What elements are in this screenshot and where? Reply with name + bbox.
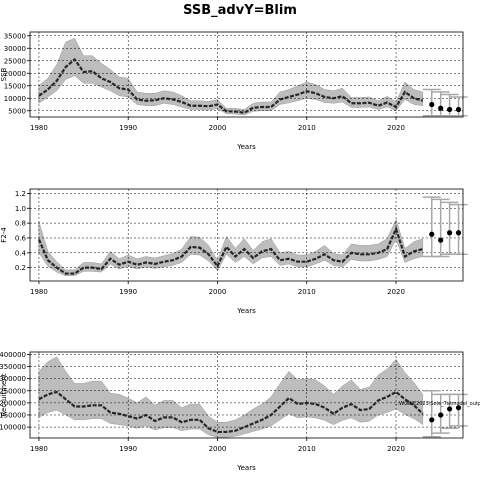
y-axis-label: SSB bbox=[0, 67, 8, 81]
projection-point bbox=[447, 230, 453, 236]
y-tick-label: 25000 bbox=[4, 57, 26, 65]
projection-point bbox=[455, 230, 462, 236]
x-tick-label: 2010 bbox=[298, 445, 316, 453]
plot-frame bbox=[29, 188, 464, 282]
y-axis-label: Recruitment bbox=[0, 373, 8, 416]
estimate-line bbox=[38, 390, 424, 434]
y-tick-label: 15000 bbox=[4, 82, 26, 90]
x-tick-label: 1980 bbox=[30, 445, 48, 453]
estimate-line bbox=[38, 57, 424, 114]
estimate-line bbox=[37, 225, 424, 275]
x-tick-label: 1990 bbox=[119, 124, 137, 132]
y-tick-label: 0.4 bbox=[15, 249, 27, 257]
projection-point bbox=[455, 106, 462, 113]
projection-point bbox=[447, 106, 453, 113]
y-tick-label: 100000 bbox=[0, 424, 26, 432]
y-tick-label: 200000 bbox=[0, 399, 26, 407]
x-tick-label: 1990 bbox=[119, 288, 137, 296]
panel-ssb: 1980 1990 2000 2010 2020 5000 10000 15000 20000 2… bbox=[0, 31, 468, 151]
x-tick-label: 2020 bbox=[387, 288, 405, 296]
x-tick-label: 1980 bbox=[30, 288, 48, 296]
x-tick-label: 2000 bbox=[209, 445, 227, 453]
confidence-band bbox=[38, 356, 424, 438]
file-path-annotation: ..WGBIE2023\Sole_7a\model_outputs\seed20… bbox=[396, 401, 480, 407]
x-axis-label: Years bbox=[236, 143, 256, 151]
x-tick-label: 1990 bbox=[119, 445, 137, 453]
y-tick-label: 35000 bbox=[4, 32, 26, 40]
y-tick-label: 1.2 bbox=[15, 190, 26, 198]
y-tick-label: 1.0 bbox=[15, 205, 26, 213]
panel-fbar: 1980 1990 2000 2010 2020 0.2 0.4 0.6 0.8 1.0 1.2 Ye… bbox=[0, 188, 468, 315]
projection-point bbox=[438, 412, 444, 418]
projection-point bbox=[429, 417, 435, 423]
x-tick-label: 2010 bbox=[298, 124, 316, 132]
x-axis-label: Years bbox=[236, 307, 256, 315]
x-axis-label: Years bbox=[236, 464, 256, 472]
y-tick-label: 30000 bbox=[4, 45, 26, 53]
y-tick-label: 400000 bbox=[0, 351, 26, 359]
projection-point bbox=[447, 406, 453, 412]
y-tick-label: 20000 bbox=[4, 70, 26, 78]
projection-point bbox=[429, 101, 435, 108]
projection-point bbox=[429, 231, 435, 237]
y-tick-label: 0.2 bbox=[15, 264, 26, 272]
y-tick-label: 0.6 bbox=[15, 234, 27, 242]
plot-frame bbox=[29, 351, 464, 439]
y-tick-label: 0.8 bbox=[15, 220, 26, 228]
y-tick-label: 300000 bbox=[0, 375, 26, 383]
projection-point bbox=[438, 105, 444, 111]
confidence-band bbox=[38, 37, 424, 116]
plot-frame bbox=[29, 31, 464, 118]
x-tick-label: 2010 bbox=[298, 288, 316, 296]
x-tick-label: 2000 bbox=[209, 288, 227, 296]
x-tick-label: 1980 bbox=[30, 124, 48, 132]
y-tick-label: 150000 bbox=[0, 411, 26, 419]
y-tick-label: 350000 bbox=[0, 363, 26, 371]
y-axis-label: F2-4 bbox=[0, 227, 8, 243]
y-tick-label: 10000 bbox=[4, 95, 26, 103]
y-tick-label: 250000 bbox=[0, 387, 26, 395]
x-tick-label: 2000 bbox=[209, 124, 227, 132]
chart-title: SSB_advY=Blim bbox=[183, 3, 297, 18]
x-tick-label: 2020 bbox=[387, 445, 405, 453]
projection-point bbox=[455, 405, 462, 411]
panel-recruitment: 1980 1990 2000 2010 2020 100000 150000 200000 25… bbox=[0, 351, 480, 472]
y-tick-label: 5000 bbox=[8, 107, 26, 115]
projection-point bbox=[438, 237, 444, 243]
x-tick-label: 2020 bbox=[387, 124, 405, 132]
